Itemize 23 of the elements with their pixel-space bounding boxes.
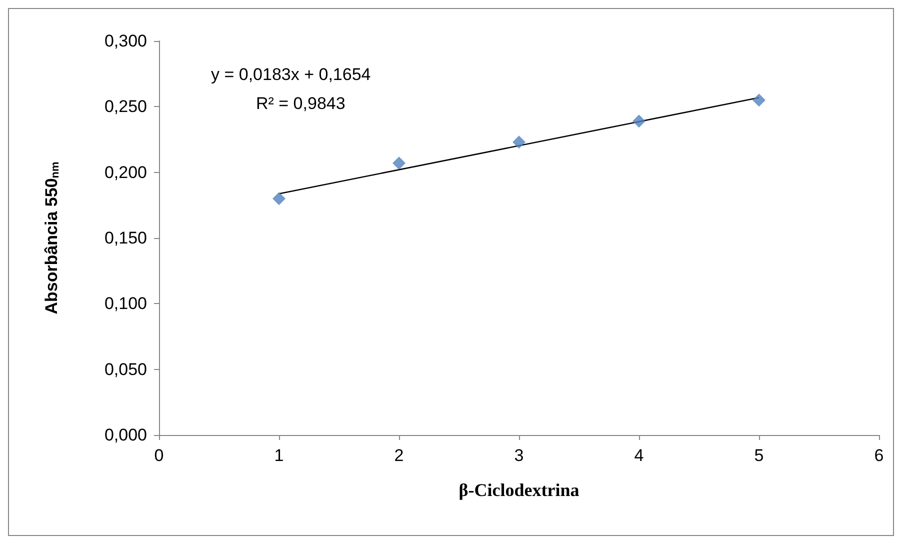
- point: [752, 94, 766, 107]
- point: [512, 136, 526, 149]
- x-tick-label: 6: [874, 446, 884, 465]
- annotation: y = 0,0183x + 0,1654: [211, 65, 371, 84]
- x-tick-label: 2: [394, 446, 404, 465]
- y-tick-label: 0,300: [104, 32, 147, 50]
- x-tick-label: 4: [634, 446, 644, 465]
- x-tick-label: 0: [154, 446, 164, 465]
- y-tick-label: 0,050: [104, 360, 147, 379]
- annotation: R² = 0,9843: [256, 94, 346, 113]
- y-tick-label: 0,200: [104, 162, 147, 182]
- point: [632, 114, 646, 128]
- y-tick-label: 0,100: [104, 294, 147, 314]
- y-axis-title: Absorbância 550nm: [42, 162, 62, 314]
- point: [392, 156, 406, 170]
- y-tick-label: 0,250: [104, 97, 147, 116]
- x-tick-label: 3: [514, 446, 524, 465]
- x-tick-label: 1: [274, 446, 284, 465]
- y-tick-label: 0,150: [104, 228, 147, 248]
- y-tick-label: 0,000: [104, 426, 147, 444]
- point: [272, 192, 286, 206]
- x-tick-label: 5: [754, 446, 764, 465]
- x-axis-title: β-Ciclodextrina: [458, 480, 580, 500]
